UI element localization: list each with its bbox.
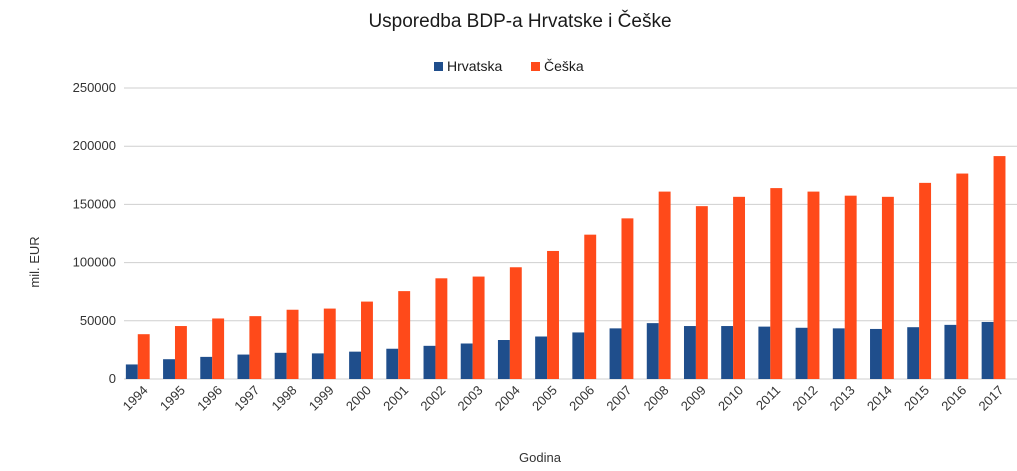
legend-swatch-hrvatska — [434, 62, 443, 71]
bar-hrvatska-2016 — [944, 324, 957, 379]
bar-ceska-2013 — [844, 195, 857, 379]
bar-ceska-2014 — [881, 196, 894, 379]
x-tick-label: 2006 — [566, 383, 597, 414]
y-tick-label: 250000 — [73, 80, 116, 95]
bar-ceska-2010 — [733, 196, 746, 379]
bar-hrvatska-2014 — [870, 328, 882, 379]
bar-ceska-2009 — [695, 206, 708, 379]
x-tick-label: 2007 — [603, 383, 634, 414]
x-tick-label: 2001 — [380, 383, 411, 414]
bar-ceska-2000 — [361, 301, 373, 379]
y-axis-ticks: 0 50000 100000 150000 200000 250000 — [73, 80, 116, 386]
x-tick-label: 2002 — [417, 383, 448, 414]
bar-hrvatska-1999 — [311, 353, 324, 379]
bar-ceska-2012 — [807, 191, 820, 379]
bar-hrvatska-1996 — [200, 356, 213, 379]
bar-hrvatska-1998 — [274, 352, 287, 379]
legend-label-ceska: Češka — [544, 58, 584, 74]
x-tick-label: 2005 — [529, 383, 560, 414]
x-tick-label: 2014 — [864, 383, 895, 414]
x-tick-label: 1999 — [306, 383, 337, 414]
bar-ceska-2008 — [658, 191, 671, 379]
bar-hrvatska-2010 — [721, 326, 734, 379]
bar-ceska-1994 — [137, 334, 150, 379]
bar-ceska-1995 — [174, 326, 187, 379]
bar-hrvatska-2007 — [609, 328, 622, 379]
bar-hrvatska-2001 — [386, 348, 399, 379]
x-tick-label: 2017 — [975, 383, 1006, 414]
y-tick-label: 150000 — [73, 196, 116, 211]
x-tick-label: 2015 — [901, 383, 932, 414]
x-tick-label: 1994 — [120, 383, 151, 414]
bar-ceska-1998 — [286, 309, 299, 379]
x-tick-label: 2010 — [715, 383, 746, 414]
bar-ceska-1996 — [212, 318, 225, 379]
bar-ceska-2005 — [547, 250, 559, 379]
bars — [125, 156, 1006, 379]
bar-hrvatska-2015 — [907, 327, 920, 379]
bar-ceska-1999 — [323, 308, 336, 379]
bar-ceska-2006 — [584, 234, 597, 379]
bar-ceska-2015 — [919, 182, 932, 379]
x-tick-label: 2011 — [753, 383, 783, 413]
x-tick-label: 2016 — [938, 383, 969, 414]
bar-hrvatska-2017 — [981, 321, 994, 379]
bar-ceska-2001 — [398, 291, 411, 379]
bar-hrvatska-2008 — [646, 323, 659, 379]
x-tick-label: 2012 — [789, 383, 820, 414]
bar-hrvatska-2006 — [572, 332, 585, 379]
x-axis-label: Godina — [519, 450, 562, 465]
bar-hrvatska-2013 — [832, 328, 845, 379]
x-tick-label: 1997 — [231, 383, 262, 414]
gridlines — [124, 87, 1017, 380]
bar-hrvatska-2004 — [497, 340, 510, 379]
bar-hrvatska-2005 — [535, 336, 548, 379]
x-tick-label: 1996 — [194, 383, 225, 414]
x-tick-label: 2004 — [492, 383, 523, 414]
bar-hrvatska-1994 — [125, 364, 138, 379]
x-tick-label: 2013 — [827, 383, 858, 414]
bar-hrvatska-2000 — [349, 351, 362, 379]
y-axis-label: mil. EUR — [27, 236, 42, 287]
y-tick-label: 100000 — [73, 255, 116, 270]
legend-swatch-ceska — [531, 62, 540, 71]
bar-ceska-2017 — [993, 156, 1006, 379]
bar-ceska-1997 — [249, 316, 262, 379]
bar-ceska-2004 — [509, 267, 522, 379]
bar-hrvatska-1995 — [163, 359, 175, 379]
bar-hrvatska-2012 — [795, 327, 808, 379]
y-tick-label: 0 — [109, 371, 116, 386]
bar-hrvatska-2003 — [460, 343, 473, 379]
x-axis-ticks: 1994 1995 1996 1997 1998 1999 2000 2001 2002 2003… — [120, 383, 1007, 414]
x-tick-label: 1995 — [157, 383, 188, 414]
x-tick-label: 2003 — [455, 383, 486, 414]
bar-hrvatska-1997 — [237, 354, 250, 379]
y-tick-label: 200000 — [73, 138, 116, 153]
legend: Hrvatska Češka — [434, 58, 584, 74]
bar-ceska-2016 — [956, 173, 969, 379]
bar-ceska-2011 — [770, 188, 783, 379]
x-tick-label: 2008 — [641, 383, 672, 414]
x-tick-label: 2000 — [343, 383, 374, 414]
x-tick-label: 2009 — [678, 383, 709, 414]
bar-ceska-2007 — [621, 218, 634, 379]
bar-hrvatska-2009 — [683, 326, 696, 379]
chart-title: Usporedba BDP-a Hrvatske i Češke — [368, 10, 671, 32]
bar-ceska-2003 — [472, 276, 485, 379]
legend-label-hrvatska: Hrvatska — [447, 58, 502, 74]
bar-ceska-2002 — [435, 278, 448, 379]
x-tick-label: 1998 — [269, 383, 300, 414]
y-tick-label: 50000 — [80, 313, 116, 328]
bar-hrvatska-2011 — [758, 326, 771, 379]
bar-hrvatska-2002 — [423, 345, 436, 379]
